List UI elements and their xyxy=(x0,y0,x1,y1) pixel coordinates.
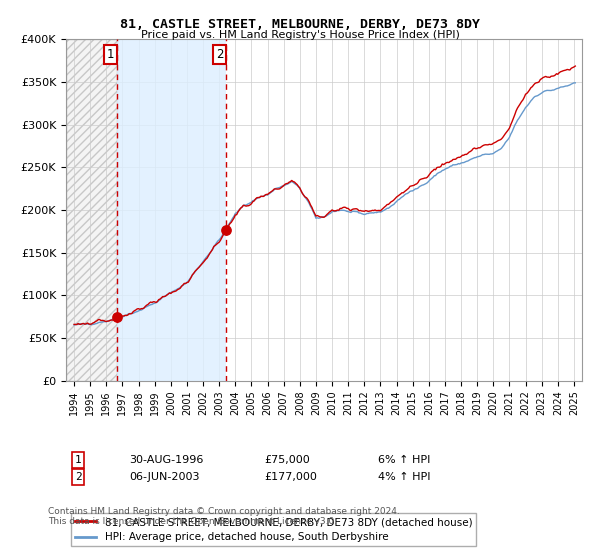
Bar xyxy=(66,39,117,381)
Text: 2: 2 xyxy=(74,472,82,482)
Text: 2: 2 xyxy=(216,48,223,61)
Text: Contains HM Land Registry data © Crown copyright and database right 2024.
This d: Contains HM Land Registry data © Crown c… xyxy=(48,507,400,526)
Text: 1: 1 xyxy=(107,48,114,61)
Text: £177,000: £177,000 xyxy=(264,472,317,482)
Text: Price paid vs. HM Land Registry's House Price Index (HPI): Price paid vs. HM Land Registry's House … xyxy=(140,30,460,40)
Text: 1: 1 xyxy=(74,455,82,465)
Text: 06-JUN-2003: 06-JUN-2003 xyxy=(129,472,199,482)
Text: 4% ↑ HPI: 4% ↑ HPI xyxy=(378,472,431,482)
Point xyxy=(112,312,122,321)
Bar xyxy=(117,39,226,381)
Text: 30-AUG-1996: 30-AUG-1996 xyxy=(129,455,203,465)
Point xyxy=(221,225,231,234)
Legend: 81, CASTLE STREET, MELBOURNE, DERBY, DE73 8DY (detached house), HPI: Average pri: 81, CASTLE STREET, MELBOURNE, DERBY, DE7… xyxy=(71,513,476,547)
Text: 6% ↑ HPI: 6% ↑ HPI xyxy=(378,455,430,465)
Text: 81, CASTLE STREET, MELBOURNE, DERBY, DE73 8DY: 81, CASTLE STREET, MELBOURNE, DERBY, DE7… xyxy=(120,18,480,31)
Text: £75,000: £75,000 xyxy=(264,455,310,465)
